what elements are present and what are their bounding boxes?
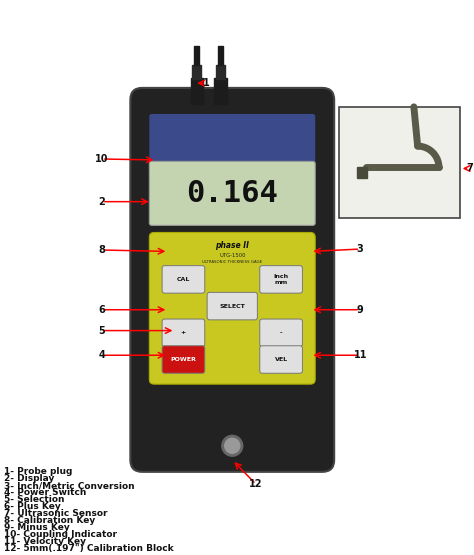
Text: CAL: CAL <box>177 277 190 282</box>
FancyBboxPatch shape <box>149 162 315 225</box>
Bar <box>357 168 367 178</box>
Text: 7: 7 <box>466 164 473 174</box>
Text: ULTRASONIC THICKNESS GAGE: ULTRASONIC THICKNESS GAGE <box>202 260 262 264</box>
Text: 3: 3 <box>357 244 364 254</box>
Text: 4- Power Switch: 4- Power Switch <box>4 488 86 497</box>
Bar <box>192 65 201 79</box>
Bar <box>339 107 460 218</box>
Text: 2- Display: 2- Display <box>4 474 54 483</box>
Text: -: - <box>280 330 283 335</box>
Text: 9- Minus Key: 9- Minus Key <box>4 523 70 532</box>
Bar <box>194 46 199 65</box>
Bar <box>214 78 227 104</box>
Text: 1: 1 <box>203 78 210 88</box>
Text: UTG-1500: UTG-1500 <box>219 253 246 258</box>
Text: 5- Selection: 5- Selection <box>4 495 64 504</box>
Text: 11- Velocity Key: 11- Velocity Key <box>4 537 86 546</box>
Text: 10: 10 <box>95 154 109 164</box>
Text: 9: 9 <box>357 305 364 315</box>
Text: 1- Probe plug: 1- Probe plug <box>4 467 72 476</box>
FancyBboxPatch shape <box>162 266 205 293</box>
Text: +: + <box>181 330 186 335</box>
Text: 2: 2 <box>99 196 105 206</box>
Circle shape <box>225 438 240 453</box>
Text: 12- 5mm(.197") Calibration Block: 12- 5mm(.197") Calibration Block <box>4 544 173 553</box>
FancyBboxPatch shape <box>162 346 205 374</box>
Text: 3- Inch/Metric Conversion: 3- Inch/Metric Conversion <box>4 481 135 490</box>
FancyBboxPatch shape <box>260 319 302 346</box>
Text: phase II: phase II <box>215 241 249 250</box>
Text: VEL: VEL <box>274 357 288 362</box>
Text: Inch
mm: Inch mm <box>273 274 289 285</box>
Bar <box>191 78 203 104</box>
Text: 7- Ultrasonic Sensor: 7- Ultrasonic Sensor <box>4 509 107 518</box>
FancyBboxPatch shape <box>130 88 334 472</box>
Text: 10- Coupling Indicator: 10- Coupling Indicator <box>4 530 117 539</box>
Bar <box>216 65 225 79</box>
Text: 5: 5 <box>99 326 105 336</box>
FancyBboxPatch shape <box>207 292 257 320</box>
FancyBboxPatch shape <box>149 233 315 384</box>
Bar <box>218 46 223 65</box>
Text: 11: 11 <box>354 350 367 360</box>
Text: 8: 8 <box>99 245 105 255</box>
Text: 8- Calibration Key: 8- Calibration Key <box>4 516 95 525</box>
FancyBboxPatch shape <box>149 114 315 178</box>
FancyBboxPatch shape <box>162 319 205 346</box>
Text: SELECT: SELECT <box>219 304 245 309</box>
Text: 6: 6 <box>99 305 105 315</box>
Text: 6- Plus Key: 6- Plus Key <box>4 502 61 511</box>
FancyBboxPatch shape <box>260 266 302 293</box>
Text: 0.164: 0.164 <box>186 179 278 208</box>
Circle shape <box>222 435 243 456</box>
Text: 12: 12 <box>249 479 263 489</box>
Text: POWER: POWER <box>171 357 196 362</box>
Text: 4: 4 <box>99 350 105 360</box>
FancyBboxPatch shape <box>260 346 302 374</box>
